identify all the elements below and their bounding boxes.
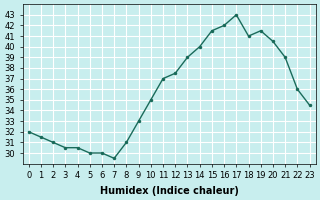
X-axis label: Humidex (Indice chaleur): Humidex (Indice chaleur) <box>100 186 238 196</box>
